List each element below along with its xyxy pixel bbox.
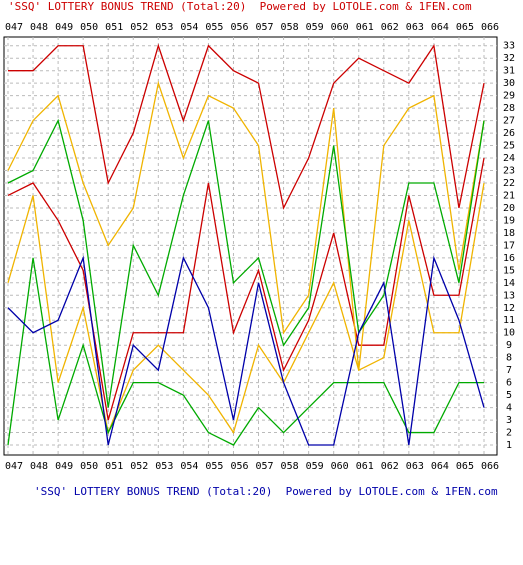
y-tick-label: 19 <box>503 215 515 226</box>
y-tick-label: 17 <box>503 240 515 251</box>
x-tick-label: 061 <box>356 461 374 472</box>
series-line <box>7 118 485 408</box>
x-tick-label: 050 <box>80 22 98 33</box>
x-tick-label: 053 <box>155 461 173 472</box>
x-tick-label: 053 <box>155 22 173 33</box>
series-line <box>7 255 485 446</box>
x-tick-label: 060 <box>331 22 349 33</box>
y-tick-label: 20 <box>503 203 515 214</box>
x-tick-label: 057 <box>255 22 273 33</box>
y-tick-label: 13 <box>503 290 515 301</box>
plot-frame <box>3 36 498 456</box>
series-line <box>7 257 484 446</box>
x-tick-label: 055 <box>205 461 223 472</box>
y-tick-label: 6 <box>506 378 512 389</box>
x-tick-label: 062 <box>381 22 399 33</box>
x-tick-label: 066 <box>481 461 499 472</box>
y-tick-label: 7 <box>506 365 512 376</box>
y-tick-label: 2 <box>506 428 512 439</box>
x-tick-label: 063 <box>406 22 424 33</box>
y-tick-label: 11 <box>503 315 515 326</box>
y-tick-label: 12 <box>503 303 515 314</box>
y-tick-label: 15 <box>503 265 515 276</box>
x-tick-label: 064 <box>431 461 449 472</box>
y-tick-label: 16 <box>503 253 515 264</box>
x-tick-label: 052 <box>130 22 148 33</box>
y-tick-label: 18 <box>503 228 515 239</box>
y-tick-label: 4 <box>506 403 512 414</box>
x-tick-label: 065 <box>456 461 474 472</box>
y-tick-label: 1 <box>506 440 512 451</box>
y-tick-label: 28 <box>503 103 515 114</box>
x-tick-label: 056 <box>230 22 248 33</box>
y-tick-label: 33 <box>503 41 515 52</box>
x-tick-label: 049 <box>55 22 73 33</box>
y-tick-label: 5 <box>506 390 512 401</box>
x-tick-label: 058 <box>281 461 299 472</box>
y-tick-label: 32 <box>503 53 515 64</box>
y-tick-label: 23 <box>503 166 515 177</box>
x-tick-label: 066 <box>481 22 499 33</box>
x-tick-label: 064 <box>431 22 449 33</box>
x-tick-label: 060 <box>331 461 349 472</box>
y-tick-label: 24 <box>503 153 515 164</box>
y-tick-label: 3 <box>506 415 512 426</box>
y-tick-label: 14 <box>503 278 515 289</box>
chart-title: 'SSQ' LOTTERY BONUS TREND (Total:20) Pow… <box>8 0 472 13</box>
x-tick-label: 051 <box>105 22 123 33</box>
x-tick-label: 052 <box>130 461 148 472</box>
x-tick-label: 058 <box>281 22 299 33</box>
y-tick-label: 22 <box>503 178 515 189</box>
y-tick-label: 29 <box>503 91 515 102</box>
series-line <box>8 43 485 210</box>
y-tick-label: 27 <box>503 116 515 127</box>
series-line <box>7 157 485 421</box>
y-tick-label: 8 <box>506 353 512 364</box>
x-tick-label: 059 <box>306 22 324 33</box>
x-tick-label: 048 <box>30 461 48 472</box>
y-tick-label: 10 <box>503 328 515 339</box>
x-tick-label: 049 <box>55 461 73 472</box>
y-tick-label: 30 <box>503 78 515 89</box>
y-tick-label: 9 <box>506 340 512 351</box>
y-tick-label: 26 <box>503 128 515 139</box>
x-tick-label: 057 <box>255 461 273 472</box>
chart-footnote: 'SSQ' LOTTERY BONUS TREND (Total:20) Pow… <box>34 485 498 498</box>
x-tick-label: 054 <box>180 461 198 472</box>
x-tick-label: 059 <box>306 461 324 472</box>
x-tick-label: 048 <box>30 22 48 33</box>
y-tick-label: 21 <box>503 190 515 201</box>
x-tick-label: 056 <box>230 461 248 472</box>
x-tick-label: 061 <box>356 22 374 33</box>
y-tick-label: 25 <box>503 141 515 152</box>
x-tick-label: 055 <box>205 22 223 33</box>
y-tick-label: 31 <box>503 66 515 77</box>
series-line <box>7 80 485 371</box>
x-tick-label: 051 <box>105 461 123 472</box>
x-tick-label: 047 <box>5 461 23 472</box>
x-tick-label: 054 <box>180 22 198 33</box>
x-tick-label: 062 <box>381 461 399 472</box>
x-tick-label: 050 <box>80 461 98 472</box>
x-tick-label: 065 <box>456 22 474 33</box>
x-tick-label: 047 <box>5 22 23 33</box>
series-line <box>7 182 485 435</box>
x-tick-label: 063 <box>406 461 424 472</box>
